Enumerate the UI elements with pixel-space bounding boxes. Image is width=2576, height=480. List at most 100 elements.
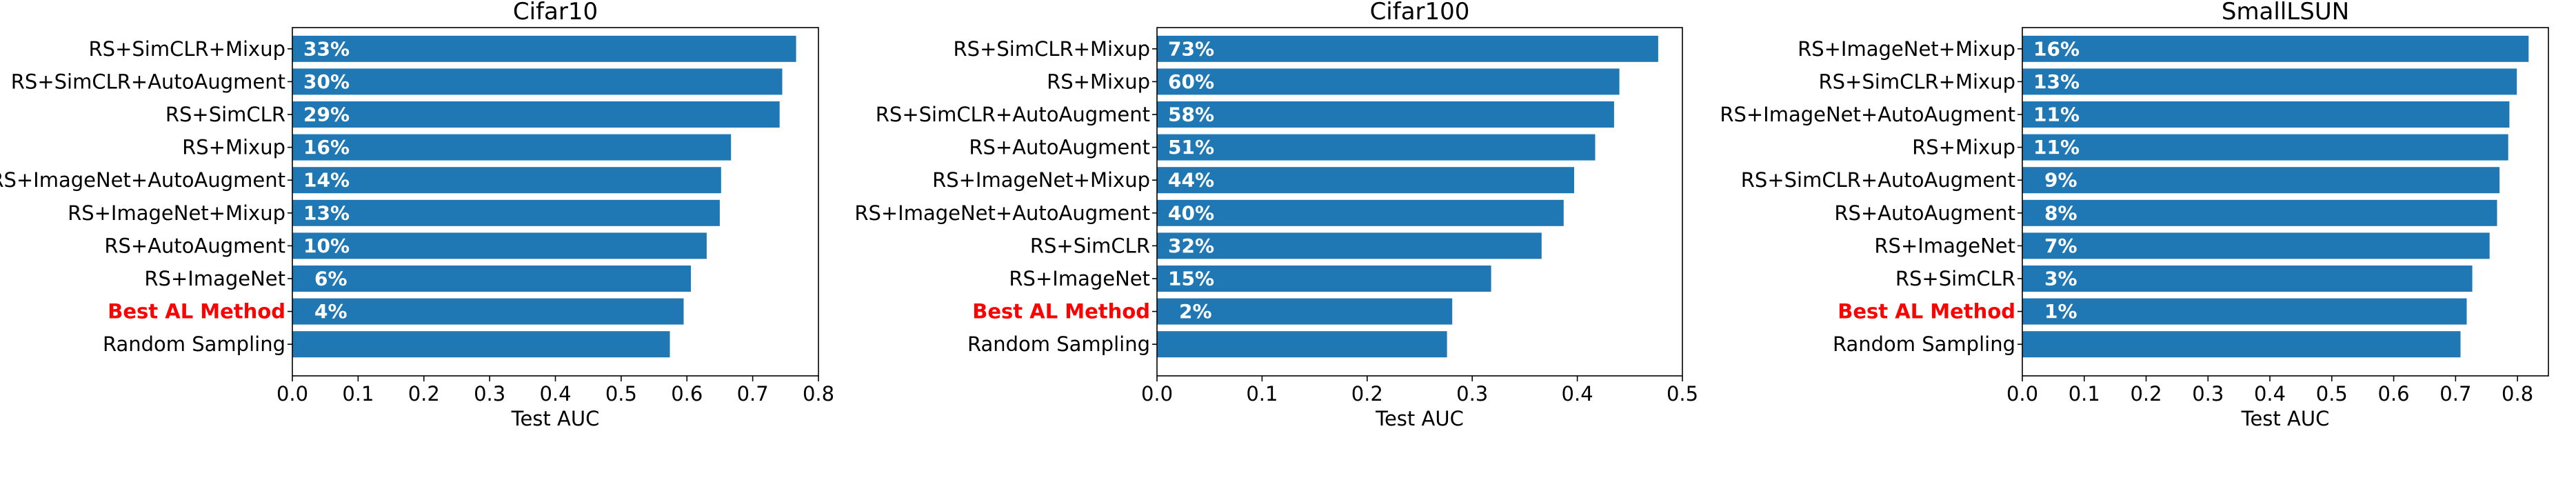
x-tick-label: 0.8	[2502, 382, 2533, 406]
bar	[2022, 167, 2500, 194]
bar-value-label: 6%	[314, 268, 348, 290]
bar	[1157, 331, 1447, 358]
bar	[2022, 134, 2508, 161]
category-label: RS+Mixup	[182, 136, 285, 159]
bar-value-label: 15%	[1168, 268, 1214, 290]
bar-value-label: 60%	[1168, 70, 1214, 93]
x-tick-label: 0.4	[539, 382, 571, 406]
bar-value-label: 13%	[2033, 70, 2080, 93]
bar-value-label: 16%	[2033, 37, 2080, 60]
category-label: RS+ImageNet+AutoAugment	[854, 201, 1150, 225]
bar-value-label: 32%	[1168, 234, 1214, 257]
category-label: Best AL Method	[108, 300, 285, 323]
category-label: RS+ImageNet+AutoAugment	[0, 168, 285, 192]
subplot-0: RS+SimCLR+Mixup 33% RS+SimCLR+AutoAugment 3…	[0, 0, 834, 430]
bar	[1157, 232, 1542, 259]
category-label: Best AL Method	[972, 300, 1150, 323]
category-label: RS+Mixup	[1912, 136, 2015, 159]
bar-value-label: 13%	[303, 201, 350, 224]
x-tick-label: 0.4	[1562, 382, 1593, 406]
category-label: RS+ImageNet+Mixup	[1798, 37, 2015, 61]
bar	[292, 35, 796, 62]
x-tick-label: 0.0	[276, 382, 308, 406]
bar-value-label: 14%	[303, 169, 350, 192]
bar	[1157, 167, 1574, 194]
category-label: RS+SimCLR+AutoAugment	[11, 70, 285, 93]
x-axis-label: Test AUC	[511, 407, 600, 430]
category-label: RS+ImageNet	[1874, 234, 2015, 257]
bar-value-label: 58%	[1168, 103, 1214, 126]
bar-value-label: 10%	[303, 234, 350, 257]
x-tick-label: 0.5	[605, 382, 637, 406]
bar	[2022, 199, 2497, 226]
x-tick-label: 0.0	[2006, 382, 2038, 406]
x-axis-label: Test AUC	[1375, 407, 1464, 430]
subplot-1: RS+SimCLR+Mixup 73% RS+Mixup 60% RS+SimCLR+A…	[854, 0, 1698, 430]
x-tick-label: 0.2	[1351, 382, 1383, 406]
x-tick-label: 0.2	[408, 382, 440, 406]
bar	[2022, 298, 2467, 325]
bar-value-label: 44%	[1168, 169, 1214, 192]
bar-value-label: 40%	[1168, 201, 1214, 224]
bar-value-label: 8%	[2044, 201, 2077, 224]
category-label: RS+ImageNet+Mixup	[68, 201, 285, 225]
category-label: RS+SimCLR	[165, 103, 285, 126]
bar	[1157, 101, 1614, 128]
chart-title: Cifar100	[1370, 0, 1470, 26]
bar-value-label: 7%	[2044, 234, 2077, 257]
bar	[1157, 199, 1564, 226]
bar-value-label: 9%	[2044, 169, 2077, 192]
category-label: Best AL Method	[1838, 300, 2015, 323]
x-tick-label: 0.7	[2439, 382, 2471, 406]
category-label: Random Sampling	[103, 332, 285, 356]
bar	[2022, 68, 2517, 95]
bar	[292, 68, 783, 95]
bar-value-label: 29%	[303, 103, 350, 126]
category-label: RS+ImageNet	[144, 267, 285, 290]
x-axis-label: Test AUC	[2241, 407, 2330, 430]
x-tick-label: 0.5	[2316, 382, 2348, 406]
x-tick-label: 0.7	[737, 382, 769, 406]
bar	[2022, 331, 2461, 358]
bar	[292, 101, 780, 128]
bar-value-label: 1%	[2044, 300, 2077, 323]
bar	[2022, 35, 2529, 62]
category-label: RS+ImageNet+AutoAugment	[1720, 103, 2015, 126]
category-label: Random Sampling	[1833, 332, 2015, 356]
bar	[1157, 266, 1491, 292]
bar-value-label: 33%	[303, 37, 350, 60]
bar	[292, 199, 720, 226]
chart-title: Cifar10	[513, 0, 598, 26]
category-label: RS+ImageNet+Mixup	[932, 168, 1150, 192]
x-tick-label: 0.4	[2254, 382, 2286, 406]
category-label: RS+SimCLR	[1895, 267, 2015, 290]
x-tick-label: 0.8	[803, 382, 834, 406]
category-label: RS+SimCLR+Mixup	[1819, 70, 2015, 93]
x-tick-label: 0.3	[474, 382, 505, 406]
bar	[292, 298, 684, 325]
category-label: RS+AutoAugment	[104, 234, 285, 257]
bar	[292, 167, 721, 194]
bar	[1157, 68, 1620, 95]
x-tick-label: 0.1	[342, 382, 374, 406]
x-tick-label: 0.6	[671, 382, 703, 406]
subplot-2: RS+ImageNet+Mixup 16% RS+SimCLR+Mixup 13% RS…	[1720, 0, 2549, 430]
category-label: RS+SimCLR+Mixup	[89, 37, 285, 61]
x-tick-label: 0.6	[2378, 382, 2410, 406]
bar-value-label: 51%	[1168, 136, 1214, 159]
category-label: RS+SimCLR+AutoAugment	[1741, 168, 2015, 192]
bar-value-label: 2%	[1179, 300, 1212, 323]
axes-frame	[2022, 27, 2549, 377]
bar-value-label: 11%	[2033, 103, 2080, 126]
category-label: RS+SimCLR	[1030, 234, 1150, 257]
bar-value-label: 30%	[303, 70, 350, 93]
bar	[2022, 232, 2490, 259]
bar	[2022, 266, 2473, 292]
bar	[292, 331, 670, 358]
chart-title: SmallLSUN	[2222, 0, 2349, 26]
x-tick-label: 0.0	[1141, 382, 1173, 406]
bar	[1157, 35, 1658, 62]
category-label: Random Sampling	[967, 332, 1150, 356]
bar-value-label: 16%	[303, 136, 350, 159]
